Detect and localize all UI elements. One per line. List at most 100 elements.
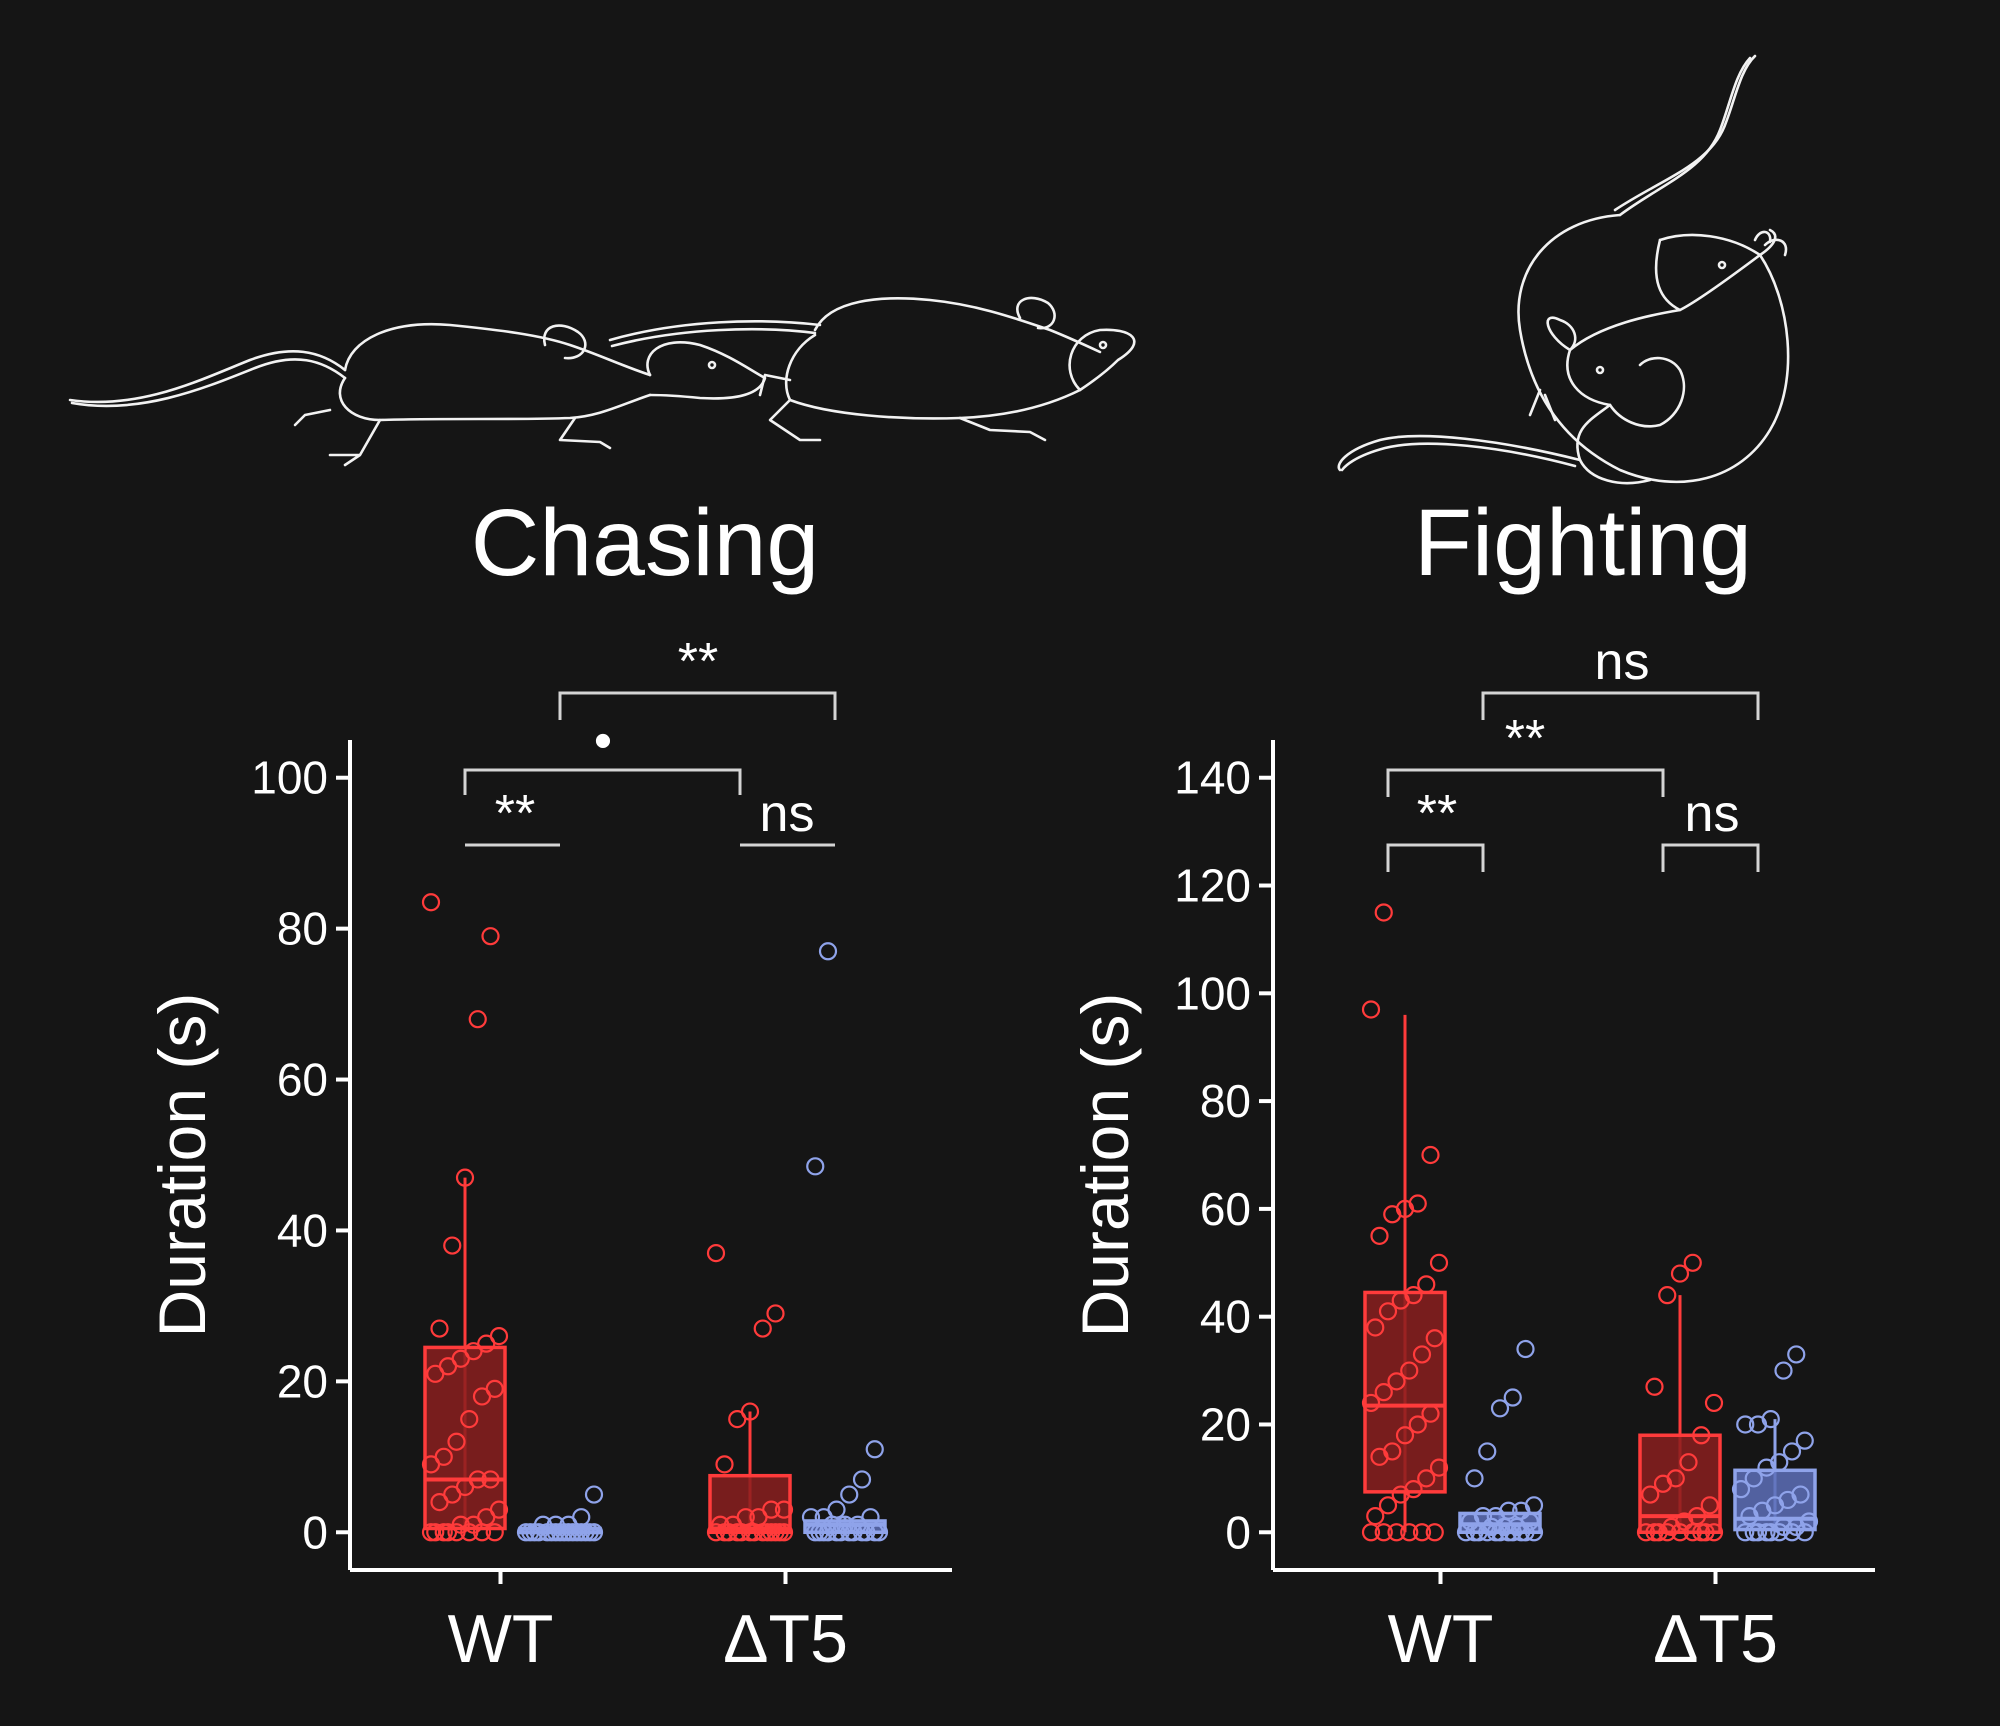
data-point xyxy=(460,1409,479,1429)
data-point xyxy=(1782,1442,1802,1461)
boxplot-blue-1 xyxy=(1731,1345,1819,1542)
data-point xyxy=(1404,1480,1423,1499)
data-point xyxy=(711,1515,730,1534)
data-point xyxy=(1478,1523,1497,1542)
data-point xyxy=(1465,1469,1484,1488)
data-point xyxy=(1679,1453,1698,1472)
boxplot-red-0 xyxy=(421,893,509,1542)
data-point xyxy=(1383,1442,1402,1461)
data-point xyxy=(1374,1523,1393,1542)
data-point xyxy=(451,1515,470,1534)
significance-label: ** xyxy=(678,633,718,691)
data-point xyxy=(1400,1523,1419,1542)
data-point xyxy=(1361,1523,1381,1542)
y-axis-label: Duration (s) xyxy=(145,993,219,1338)
data-point xyxy=(1374,1383,1393,1402)
y-tick-label: 120 xyxy=(1174,860,1251,912)
significance-label: ns xyxy=(1685,785,1740,843)
bracket-line xyxy=(1386,768,1665,797)
data-point xyxy=(1421,1404,1440,1423)
data-point xyxy=(1795,1431,1814,1450)
data-point xyxy=(1645,1377,1664,1396)
significance-label: ** xyxy=(1505,710,1545,768)
data-point xyxy=(1478,1442,1497,1461)
data-point xyxy=(1361,1393,1381,1413)
data-point xyxy=(430,1319,449,1338)
x-category-label: ΔT5 xyxy=(723,1601,848,1677)
boxplot-blue-0 xyxy=(1456,1339,1544,1542)
fighting-mice-illustration xyxy=(1337,54,1790,485)
data-point xyxy=(1636,1523,1656,1542)
data-point xyxy=(1704,1523,1724,1542)
fighting-chart: 0 20 40 60 80 100 120 140 Duration (s) WT ΔT5 ** ns *… xyxy=(1068,633,1875,1677)
boxplot-blue-0 xyxy=(516,1485,604,1542)
data-point xyxy=(806,1157,825,1176)
data-point xyxy=(1408,1194,1427,1213)
data-point xyxy=(1412,1345,1432,1364)
data-point xyxy=(1761,1409,1780,1429)
significance-bracket: ** xyxy=(465,785,560,847)
data-point xyxy=(1417,1469,1436,1488)
data-point xyxy=(1774,1361,1793,1380)
data-point xyxy=(869,1523,889,1542)
significance-bracket: ns xyxy=(1481,633,1760,720)
bracket-line xyxy=(558,691,837,720)
data-point xyxy=(1429,1458,1449,1477)
significance-label: • xyxy=(594,712,612,770)
data-point xyxy=(1473,1507,1493,1526)
y-tick-label: 100 xyxy=(1174,967,1251,1019)
chasing-title: Chasing xyxy=(471,490,820,596)
data-point xyxy=(1704,1393,1724,1413)
data-point xyxy=(1378,1496,1398,1515)
data-point xyxy=(753,1319,772,1338)
data-point xyxy=(481,1470,500,1489)
data-point xyxy=(1524,1496,1544,1515)
data-point xyxy=(455,1168,475,1187)
data-point xyxy=(426,1523,445,1542)
data-point xyxy=(468,1010,487,1029)
data-point xyxy=(861,1508,880,1527)
boxplot-blue-1 xyxy=(801,942,889,1542)
data-point xyxy=(443,1236,462,1255)
data-point xyxy=(1736,1415,1755,1434)
y-axis-label: Duration (s) xyxy=(1068,993,1142,1338)
data-point xyxy=(1361,1000,1381,1019)
data-point xyxy=(1683,1253,1702,1272)
data-point xyxy=(852,1470,872,1489)
data-point xyxy=(421,893,441,912)
data-point xyxy=(1791,1485,1810,1504)
data-point xyxy=(1429,1253,1449,1272)
data-point xyxy=(1366,1318,1385,1337)
data-point xyxy=(1404,1286,1423,1305)
data-point xyxy=(489,1326,509,1346)
data-point xyxy=(1408,1415,1427,1434)
data-point xyxy=(1700,1496,1719,1515)
bracket-line xyxy=(1386,843,1485,872)
data-point xyxy=(468,1470,487,1489)
data-point xyxy=(1770,1453,1789,1472)
data-point xyxy=(757,1523,777,1542)
significance-bracket: ns xyxy=(740,785,835,847)
significance-bracket: • xyxy=(463,712,742,795)
significance-label: ** xyxy=(495,785,535,843)
data-point xyxy=(434,1447,453,1466)
data-point xyxy=(1658,1286,1677,1305)
bracket-line xyxy=(1661,843,1760,872)
x-category-label: WT xyxy=(448,1601,554,1677)
box xyxy=(423,1345,507,1531)
y-tick-label: 40 xyxy=(1200,1291,1251,1343)
boxplot-red-1 xyxy=(1636,1253,1724,1542)
data-point xyxy=(1687,1507,1707,1526)
data-point xyxy=(1370,1226,1389,1245)
chasing-chart: 0 20 40 60 80 100 Duration (s) WT ΔT5 ** ns • ** xyxy=(145,633,952,1677)
data-point xyxy=(447,1432,466,1451)
significance-bracket: ** xyxy=(1386,785,1485,872)
boxplot-red-1 xyxy=(706,1243,794,1542)
x-category-label: ΔT5 xyxy=(1653,1601,1778,1677)
data-point xyxy=(1670,1264,1690,1283)
data-point xyxy=(1425,1523,1444,1542)
data-point xyxy=(762,1500,781,1519)
fighting-title: Fighting xyxy=(1414,490,1752,596)
data-point xyxy=(766,1304,785,1323)
data-point xyxy=(1787,1345,1806,1364)
